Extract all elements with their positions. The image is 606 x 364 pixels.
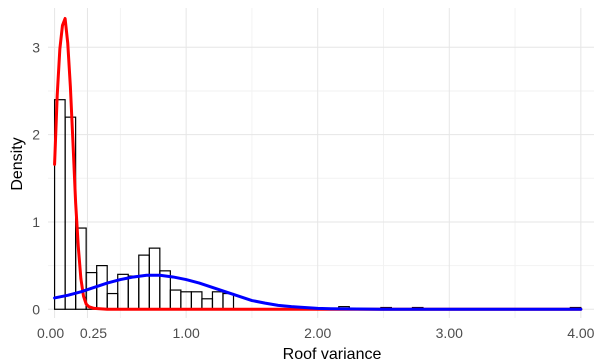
blue-density-curve [53, 273, 583, 311]
y-tick-label: 1 [32, 214, 40, 230]
x-tick-labels: 0.00 0.25 1.00 2.00 3.00 4.00 [37, 325, 595, 341]
density-curves [53, 16, 583, 311]
x-axis-title: Roof variance [283, 346, 382, 363]
x-tick-label: 3.00 [436, 325, 463, 341]
y-tick-label: 3 [32, 39, 40, 55]
y-tick-label: 2 [32, 127, 40, 143]
x-tick-label: 0.00 [37, 325, 64, 341]
x-tick-label: 1.00 [173, 325, 200, 341]
histogram-bar [75, 227, 87, 310]
x-tick-label: 2.00 [304, 325, 331, 341]
x-tick-label: 0.25 [80, 325, 107, 341]
y-tick-labels: 0 1 2 3 [32, 39, 40, 317]
y-axis-title: Density [9, 137, 26, 190]
x-tick-label: 4.00 [567, 325, 594, 341]
red-density-curve [53, 16, 583, 311]
y-tick-label: 0 [32, 301, 40, 317]
